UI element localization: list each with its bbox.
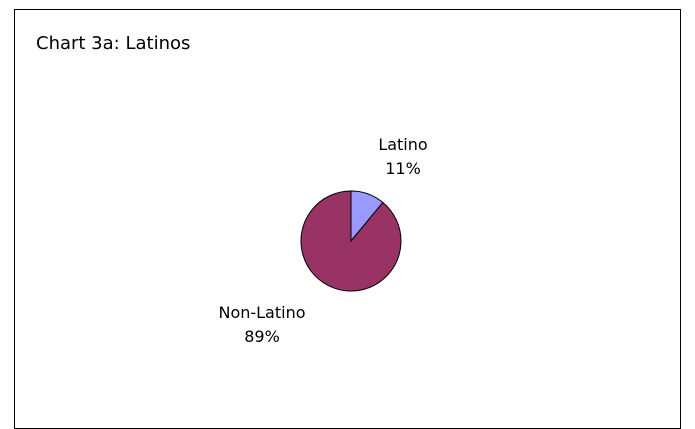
chart-title: Chart 3a: Latinos xyxy=(36,33,191,54)
slice-name-non-latino: Non-Latino xyxy=(218,303,306,322)
slice-percent-non-latino: 89% xyxy=(244,327,280,346)
slice-name-latino: Latino xyxy=(378,135,428,154)
pie-chart xyxy=(300,190,402,292)
pie-slice-non-latino xyxy=(300,190,402,292)
data-label-non-latino: Non-Latino 89% xyxy=(207,301,317,349)
slice-percent-latino: 11% xyxy=(385,159,421,178)
data-label-latino: Latino 11% xyxy=(368,133,438,181)
